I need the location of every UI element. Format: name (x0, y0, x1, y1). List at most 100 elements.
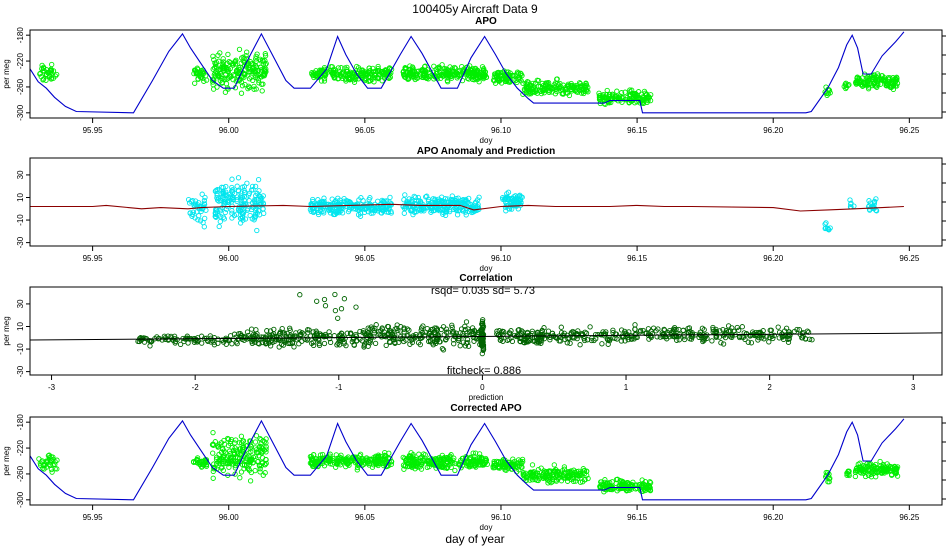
data-point (469, 328, 476, 335)
data-point (251, 83, 257, 90)
data-point (222, 89, 229, 95)
data-point (211, 461, 217, 467)
data-point (640, 95, 647, 101)
data-point (532, 80, 539, 86)
data-point (445, 79, 451, 85)
data-point (381, 207, 387, 213)
data-point (382, 454, 389, 460)
data-point (450, 337, 457, 343)
data-point (472, 335, 478, 341)
data-point (416, 71, 423, 77)
data-point (213, 187, 219, 194)
data-point (195, 66, 201, 73)
data-points (37, 46, 901, 107)
data-point (318, 78, 325, 84)
data-point (676, 326, 682, 333)
data-point (449, 322, 455, 328)
data-point (603, 95, 610, 101)
data-point (339, 458, 346, 464)
data-point (366, 206, 372, 212)
data-point (443, 68, 449, 74)
data-point (190, 209, 197, 215)
data-point (618, 327, 625, 333)
data-point (886, 463, 892, 469)
data-point (467, 329, 473, 335)
series-line (30, 31, 905, 114)
data-point (595, 332, 601, 338)
data-point (428, 203, 434, 209)
data-point (601, 481, 607, 487)
data-point (226, 74, 233, 80)
chart-title: APO Anomaly and Prediction (417, 146, 556, 157)
data-point (494, 69, 501, 76)
data-point (241, 189, 248, 196)
data-point (337, 338, 343, 344)
data-point (333, 452, 339, 458)
data-point (710, 326, 716, 333)
data-point (327, 202, 333, 208)
data-point (414, 72, 420, 79)
data-point (230, 62, 236, 68)
data-point (197, 462, 203, 468)
data-point (238, 433, 245, 439)
data-point (349, 74, 356, 81)
data-point (521, 340, 528, 346)
x-tick-label: 96.05 (355, 513, 376, 522)
data-point (243, 52, 249, 59)
data-point (717, 328, 723, 334)
data-point (613, 480, 619, 487)
data-point (409, 197, 415, 203)
data-point (201, 200, 207, 206)
data-point (466, 68, 472, 75)
data-point (523, 477, 529, 484)
data-point (218, 440, 225, 446)
x-tick-label: 96.00 (219, 126, 240, 135)
data-point (338, 335, 344, 341)
data-point (244, 49, 250, 55)
data-point (54, 466, 60, 472)
data-point (229, 208, 235, 214)
y-tick-label: -300 (16, 104, 25, 121)
data-point (478, 335, 484, 341)
data-point (318, 209, 324, 215)
data-point (757, 332, 763, 339)
data-point (568, 469, 574, 476)
fit-line (30, 332, 942, 341)
data-point (713, 330, 719, 337)
data-point (255, 458, 261, 464)
data-point (470, 207, 476, 214)
data-point (457, 330, 464, 336)
data-point (463, 212, 469, 218)
data-point (403, 205, 409, 211)
data-point (410, 211, 416, 218)
data-point (314, 330, 320, 336)
data-point (417, 464, 423, 470)
data-point (387, 74, 393, 80)
data-point (502, 465, 508, 471)
x-tick-label: 96.20 (763, 126, 784, 135)
y-tick-label: -30 (16, 365, 25, 377)
data-point (223, 183, 229, 190)
data-point (676, 337, 682, 343)
data-point (846, 471, 852, 477)
data-point (701, 335, 707, 342)
data-point (200, 219, 206, 226)
data-point (870, 76, 876, 82)
data-point (210, 450, 216, 456)
data-point (327, 339, 334, 346)
data-point (532, 476, 538, 483)
data-point (334, 455, 340, 462)
x-tick-label: 96.10 (491, 513, 512, 522)
data-point (822, 225, 828, 232)
data-point (785, 336, 791, 342)
data-point (614, 488, 620, 494)
data-point (385, 323, 392, 330)
data-point (252, 199, 258, 206)
y-tick-label: 10 (16, 321, 25, 330)
data-point (375, 452, 382, 458)
data-point (417, 341, 423, 348)
data-point (632, 322, 638, 328)
x-tick-label: 95.95 (83, 254, 104, 263)
data-point (751, 331, 757, 337)
data-point (427, 71, 433, 77)
